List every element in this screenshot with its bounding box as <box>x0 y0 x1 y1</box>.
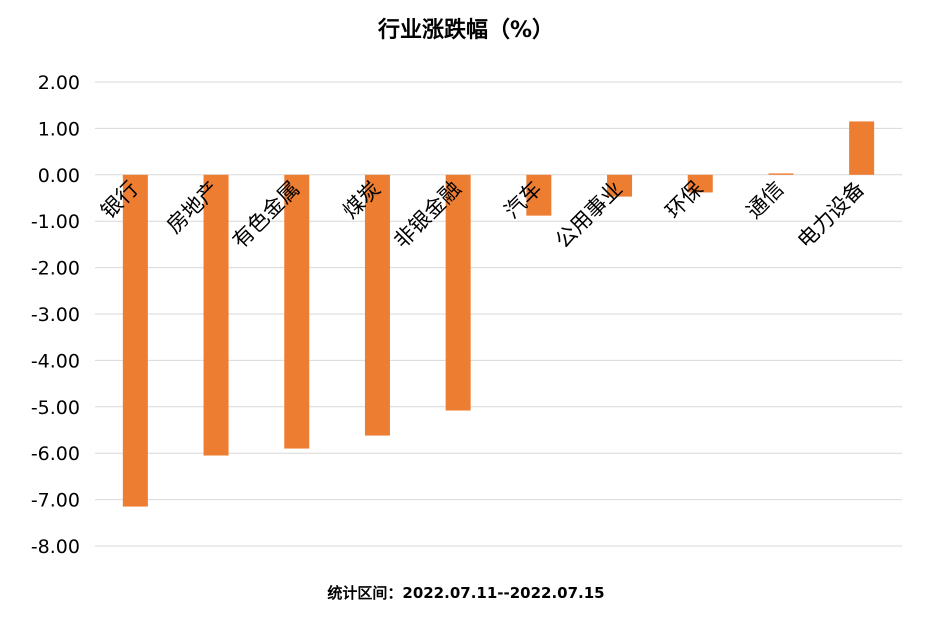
y-tick-label: 2.00 <box>38 72 80 94</box>
bars <box>122 121 875 507</box>
bar-6 <box>607 174 633 197</box>
chart-title: 行业涨跌幅（%） <box>377 18 555 43</box>
bar-9 <box>849 121 875 175</box>
bar-0 <box>122 174 148 507</box>
category-label: 公用事业 <box>551 177 627 253</box>
y-tick-label: -4.00 <box>31 350 80 372</box>
bar-7 <box>687 174 713 193</box>
y-tick-label: -2.00 <box>31 258 80 280</box>
bar-8 <box>768 173 794 175</box>
y-tick-label: 0.00 <box>38 165 80 187</box>
y-axis-ticks: 2.00 1.00 0.00 -1.00 -2.00 -3.00 -4.00 -5.00 -6.… <box>31 72 80 558</box>
y-tick-label: -8.00 <box>31 536 80 558</box>
gridlines <box>95 81 902 547</box>
category-label: 通信 <box>742 177 789 224</box>
y-tick-label: -7.00 <box>31 490 80 512</box>
y-tick-label: 1.00 <box>38 118 80 140</box>
y-tick-label: -1.00 <box>31 211 80 233</box>
bar-5 <box>526 174 552 216</box>
category-label: 电力设备 <box>793 177 869 253</box>
bar-1 <box>203 174 229 456</box>
y-tick-label: -3.00 <box>31 304 80 326</box>
y-tick-label: -6.00 <box>31 443 80 465</box>
bar-4 <box>445 174 471 411</box>
bar-2 <box>284 174 310 449</box>
chart-footnote: 统计区间：2022.07.11--2022.07.15 <box>327 584 605 602</box>
bar-3 <box>364 174 390 436</box>
y-tick-label: -5.00 <box>31 397 80 419</box>
